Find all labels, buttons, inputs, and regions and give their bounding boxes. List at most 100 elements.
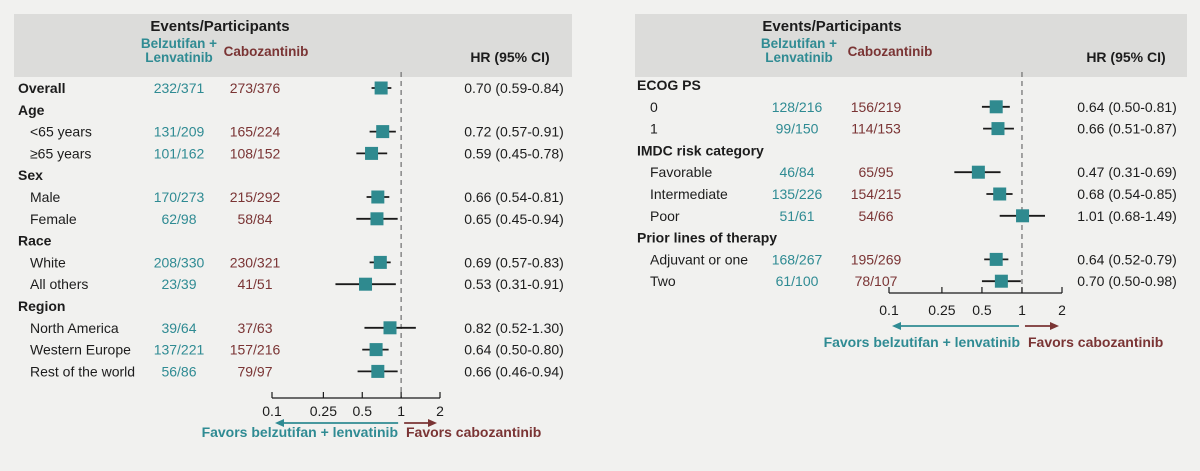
arm1-events: 131/209	[154, 124, 205, 140]
arm2-column-header: Cabozantinib	[848, 44, 933, 59]
arm1-events: 99/150	[776, 121, 819, 137]
arm1-events: 46/84	[779, 164, 814, 180]
x-tick-label: 0.25	[310, 403, 337, 419]
arm1-events: 232/371	[154, 80, 205, 96]
subgroup-label: Intermediate	[650, 186, 728, 202]
subgroup-heading: Region	[18, 298, 65, 314]
subgroup-heading: IMDC risk category	[637, 142, 764, 158]
x-tick-label: 0.5	[353, 403, 373, 419]
subgroup-heading: Prior lines of therapy	[637, 230, 777, 246]
panel-background-right	[600, 0, 1200, 471]
header-band	[14, 14, 572, 77]
hr-point-marker	[371, 190, 385, 204]
hr-ci-value: 0.70 (0.59-0.84)	[464, 80, 564, 96]
arm1-events: 168/267	[772, 251, 823, 267]
arm2-events: 157/216	[230, 342, 281, 358]
subgroup-heading: Age	[18, 102, 45, 118]
subgroup-label: North America	[30, 320, 119, 336]
hr-ci-value: 0.72 (0.57-0.91)	[464, 124, 564, 140]
favors-right-arrowhead	[428, 419, 437, 427]
x-tick-label: 0.1	[262, 403, 282, 419]
hr-point-marker	[383, 321, 397, 335]
favors-left-label: Favors belzutifan + lenvatinib	[824, 334, 1020, 350]
arm1-column-header: Lenvatinib	[765, 50, 833, 65]
hr-ci-value: 0.82 (0.52-1.30)	[464, 320, 564, 336]
hr-ci-value: 0.65 (0.45-0.94)	[464, 211, 564, 227]
subgroup-label: 1	[650, 121, 658, 137]
x-tick-label: 2	[436, 403, 444, 419]
hr-point-marker	[365, 146, 379, 160]
x-tick-label: 0.25	[928, 302, 955, 318]
subgroup-label: All others	[30, 276, 88, 292]
hr-point-marker	[991, 122, 1005, 136]
subgroup-heading: ECOG PS	[637, 77, 701, 93]
subgroup-label: Two	[650, 273, 676, 289]
hr-ci-value: 0.70 (0.50-0.98)	[1077, 273, 1177, 289]
arm2-events: 215/292	[230, 189, 281, 205]
hr-point-marker	[989, 100, 1003, 114]
hr-point-marker	[993, 187, 1007, 201]
arm2-events: 273/376	[230, 80, 281, 96]
arm1-events: 128/216	[772, 99, 823, 115]
favors-right-label: Favors cabozantinib	[1028, 334, 1163, 350]
hr-point-marker	[371, 364, 385, 378]
hr-ci-value: 0.66 (0.54-0.81)	[464, 189, 564, 205]
subgroup-label: Western Europe	[30, 342, 131, 358]
panel-background-left	[0, 0, 600, 471]
x-tick-label: 0.5	[972, 302, 992, 318]
subgroup-label: Adjuvant or one	[650, 251, 748, 267]
x-tick-label: 1	[1018, 302, 1026, 318]
arm2-events: 41/51	[237, 276, 272, 292]
x-tick-label: 1	[397, 403, 405, 419]
subgroup-label: Rest of the world	[30, 363, 135, 379]
hr-ci-value: 1.01 (0.68-1.49)	[1077, 208, 1177, 224]
hr-point-marker	[971, 165, 985, 179]
subgroup-label: <65 years	[30, 124, 92, 140]
arm2-events: 114/153	[851, 121, 901, 137]
arm2-events: 58/84	[237, 211, 272, 227]
arm1-events: 62/98	[161, 211, 196, 227]
hr-ci-value: 0.47 (0.31-0.69)	[1077, 164, 1177, 180]
arm2-events: 165/224	[230, 124, 281, 140]
subgroup-heading: Sex	[18, 167, 43, 183]
hr-point-marker	[370, 212, 384, 226]
hr-point-marker	[989, 252, 1003, 266]
arm1-events: 39/64	[161, 320, 196, 336]
arm1-events: 135/226	[772, 186, 823, 202]
arm2-events: 154/215	[851, 186, 902, 202]
favors-right-arrowhead	[1050, 322, 1059, 330]
favors-left-arrowhead	[275, 419, 284, 427]
arm2-column-header: Cabozantinib	[224, 44, 309, 59]
arm1-events: 137/221	[154, 342, 205, 358]
hr-ci-value: 0.68 (0.54-0.85)	[1077, 186, 1177, 202]
favors-right-label: Favors cabozantinib	[406, 424, 541, 440]
arm1-column-header: Belzutifan +	[761, 36, 837, 51]
arm1-column-header: Lenvatinib	[145, 50, 213, 65]
hr-point-marker	[1016, 209, 1030, 223]
subgroup-label: ≥65 years	[30, 145, 91, 161]
arm1-events: 51/61	[779, 208, 814, 224]
hr-point-marker	[374, 81, 388, 95]
hr-ci-value: 0.64 (0.50-0.81)	[1077, 99, 1177, 115]
favors-left-arrowhead	[892, 322, 901, 330]
x-tick-label: 0.1	[879, 302, 899, 318]
events-participants-heading: Events/Participants	[762, 18, 901, 35]
subgroup-label: Favorable	[650, 164, 712, 180]
hr-column-header: HR (95% CI)	[1086, 49, 1165, 65]
arm1-column-header: Belzutifan +	[141, 36, 217, 51]
arm2-events: 79/97	[237, 363, 272, 379]
subgroup-label: Overall	[18, 80, 65, 96]
arm2-events: 230/321	[230, 254, 281, 270]
hr-column-header: HR (95% CI)	[470, 49, 549, 65]
subgroup-label: 0	[650, 99, 658, 115]
arm2-events: 108/152	[230, 145, 281, 161]
arm2-events: 54/66	[858, 208, 893, 224]
arm1-events: 23/39	[161, 276, 196, 292]
hr-point-marker	[369, 343, 383, 357]
subgroup-label: Poor	[650, 208, 680, 224]
arm2-events: 65/95	[858, 164, 893, 180]
hr-ci-value: 0.64 (0.50-0.80)	[464, 342, 564, 358]
hr-ci-value: 0.64 (0.52-0.79)	[1077, 251, 1177, 267]
